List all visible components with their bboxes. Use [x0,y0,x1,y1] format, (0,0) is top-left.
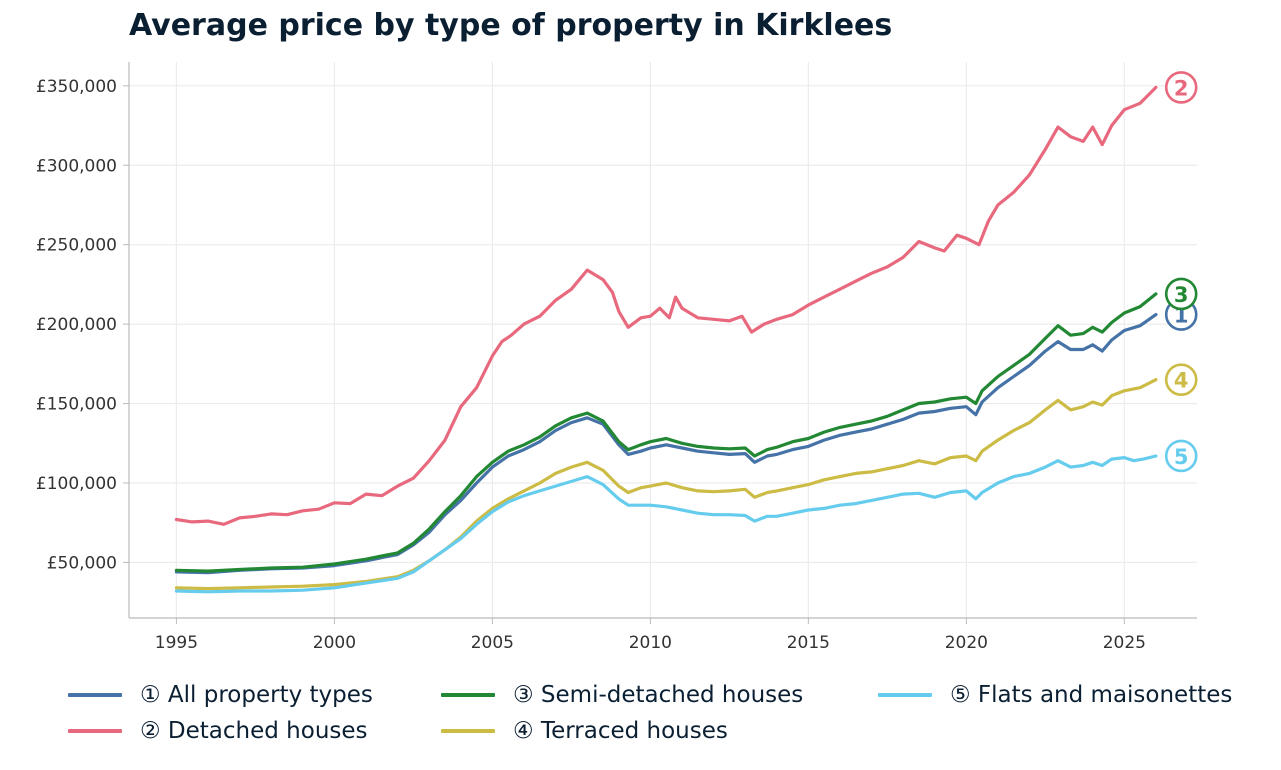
grid-layer [129,62,1197,618]
legend-item: ⑤ Flats and maisonettes [878,678,1232,712]
end-marker-circle [1164,439,1198,473]
legend-swatch [441,693,495,697]
legend-swatch [441,729,495,733]
series-line-5 [174,454,1158,594]
end-marker-2: 2 [1164,71,1198,104]
x-tick-label: 2000 [313,633,356,653]
legend: ① All property types ② Detached houses ③ S… [68,678,1268,758]
x-tick-label: 2025 [1103,633,1146,653]
legend-item: ④ Terraced houses [441,714,728,748]
end-marker-4: 4 [1164,363,1198,397]
x-tick-label: 2010 [629,633,672,653]
end-marker-3: 3 [1164,277,1198,311]
series-line-2 [174,85,1158,526]
x-tick-label: 1995 [155,633,198,653]
end-marker-label: 5 [1174,445,1189,469]
legend-swatch [68,729,122,733]
series-layer [174,85,1158,594]
y-tick-label: £100,000 [36,474,117,494]
y-tick-label: £50,000 [47,553,117,573]
legend-swatch [68,693,122,697]
legend-label: ④ Terraced houses [513,718,728,744]
legend-label: ⑤ Flats and maisonettes [950,682,1233,708]
end-marker-label: 2 [1174,76,1189,100]
x-tick-label: 2015 [787,633,830,653]
legend-swatch [878,693,932,697]
end-marker-circle [1164,363,1198,397]
chart-title: Average price by type of property in Kir… [129,8,893,43]
legend-item: ① All property types [68,678,373,712]
end-marker-label: 3 [1174,283,1189,307]
series-line-3 [174,292,1158,573]
end-marker-5: 5 [1164,439,1198,473]
y-tick-label: £250,000 [36,236,117,256]
legend-label: ① All property types [140,682,373,708]
x-tick-label: 2020 [945,633,988,653]
legend-label: ② Detached houses [140,718,368,744]
end-marker-label: 4 [1174,369,1189,393]
end-marker-circle [1164,71,1198,104]
legend-item: ③ Semi-detached houses [441,678,803,712]
series-line-4 [174,378,1158,591]
y-tick-label: £350,000 [36,77,117,97]
series-line-1 [174,313,1158,575]
x-tick-label: 2005 [471,633,514,653]
axis-layer: £50,000 £100,000 £150,000 £200,000 £250,000 £… [36,62,1197,653]
y-tick-label: £200,000 [36,315,117,335]
legend-item: ② Detached houses [68,714,368,748]
y-tick-label: £150,000 [36,395,117,415]
legend-label: ③ Semi-detached houses [513,682,804,708]
end-marker-circle [1164,277,1198,311]
y-tick-label: £300,000 [36,156,117,176]
